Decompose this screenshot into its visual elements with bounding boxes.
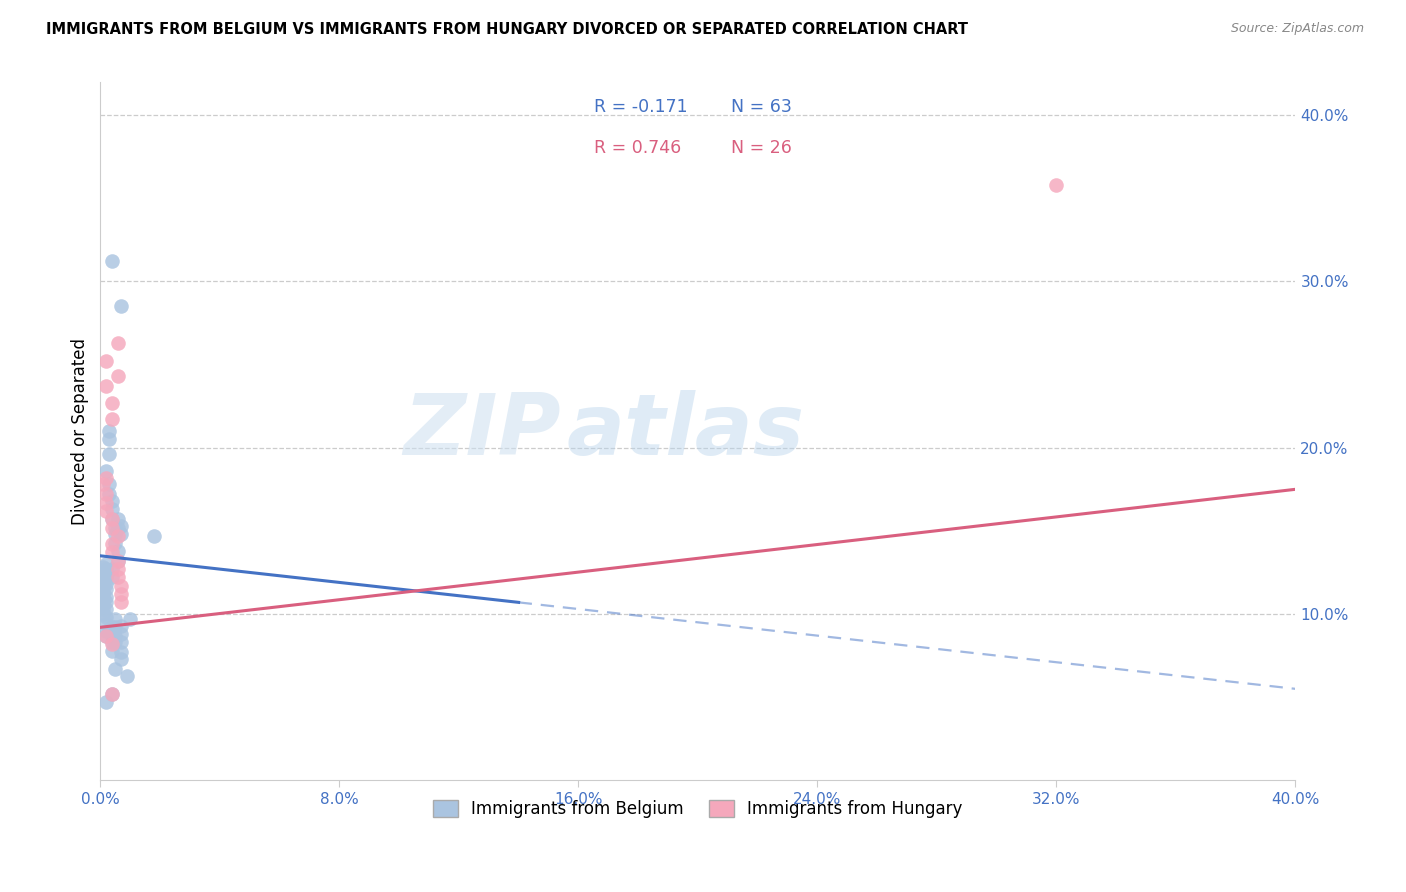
Point (107, 520, 129, 534)
Point (110, 645, 132, 659)
Point (96, 629, 118, 643)
Point (96, 595, 118, 609)
Point (91, 595, 114, 609)
Point (98, 424, 121, 438)
Text: ZIP: ZIP (404, 390, 561, 473)
Point (107, 544, 129, 558)
Point (110, 299, 132, 313)
Point (104, 662, 127, 676)
Point (96, 591, 118, 605)
Text: N = 26: N = 26 (731, 139, 792, 157)
Point (101, 635, 124, 649)
Point (110, 618, 132, 632)
Point (91, 587, 114, 601)
Point (104, 527, 127, 541)
Point (91, 591, 114, 605)
Point (91, 602, 114, 616)
Point (101, 412, 124, 426)
Text: N = 63: N = 63 (731, 98, 792, 116)
Point (101, 637, 124, 651)
Point (91, 560, 114, 574)
Point (98, 433, 121, 447)
Text: R = -0.171: R = -0.171 (593, 98, 688, 116)
Point (1045, 178, 1067, 192)
Point (107, 335, 129, 350)
Point (101, 627, 124, 641)
Point (98, 477, 121, 491)
Point (110, 527, 132, 541)
Point (101, 512, 124, 526)
Point (96, 379, 118, 393)
Point (96, 617, 118, 632)
Point (96, 354, 118, 368)
Point (96, 577, 118, 591)
Point (101, 562, 124, 576)
Point (101, 520, 124, 534)
Point (96, 495, 118, 509)
Point (101, 494, 124, 508)
Text: IMMIGRANTS FROM BELGIUM VS IMMIGRANTS FROM HUNGARY DIVORCED OR SEPARATED CORRELA: IMMIGRANTS FROM BELGIUM VS IMMIGRANTS FR… (46, 22, 969, 37)
Point (96, 602, 118, 616)
Point (96, 570, 118, 584)
Point (101, 254, 124, 268)
Point (120, 612, 142, 626)
Point (143, 529, 166, 543)
Point (101, 687, 124, 701)
Point (96, 464, 118, 478)
Point (96, 562, 118, 576)
Point (96, 624, 118, 638)
Point (91, 607, 114, 621)
Point (107, 529, 129, 543)
Point (104, 612, 127, 626)
Point (101, 537, 124, 551)
Point (104, 635, 127, 649)
Point (96, 470, 118, 484)
Point (96, 582, 118, 596)
Point (110, 587, 132, 601)
Point (101, 396, 124, 410)
Point (91, 477, 114, 491)
Point (107, 554, 129, 568)
Point (96, 487, 118, 501)
Legend: Immigrants from Belgium, Immigrants from Hungary: Immigrants from Belgium, Immigrants from… (426, 793, 969, 824)
Point (98, 487, 121, 501)
Point (101, 620, 124, 634)
Point (107, 512, 129, 526)
Point (107, 562, 129, 576)
Point (101, 570, 124, 584)
Point (104, 620, 127, 634)
Text: Source: ZipAtlas.com: Source: ZipAtlas.com (1230, 22, 1364, 36)
Point (107, 369, 129, 384)
Point (110, 579, 132, 593)
Point (96, 557, 118, 571)
Point (91, 579, 114, 593)
Point (96, 610, 118, 624)
Point (110, 519, 132, 533)
Point (91, 567, 114, 582)
Point (101, 502, 124, 516)
Point (104, 629, 127, 643)
Point (96, 695, 118, 709)
Point (91, 574, 114, 588)
Point (91, 583, 114, 598)
Point (107, 554, 129, 568)
Point (104, 535, 127, 549)
Point (101, 687, 124, 701)
Point (110, 635, 132, 649)
Point (110, 595, 132, 609)
Point (104, 520, 127, 534)
Text: R = 0.746: R = 0.746 (593, 139, 681, 157)
Point (115, 668, 138, 682)
Point (101, 545, 124, 559)
Y-axis label: Divorced or Separated: Divorced or Separated (72, 337, 89, 524)
Point (110, 627, 132, 641)
Point (96, 504, 118, 518)
Point (110, 652, 132, 666)
Text: atlas: atlas (567, 390, 804, 473)
Point (101, 512, 124, 526)
Point (101, 643, 124, 657)
Point (96, 629, 118, 643)
Point (98, 447, 121, 461)
Point (107, 570, 129, 584)
